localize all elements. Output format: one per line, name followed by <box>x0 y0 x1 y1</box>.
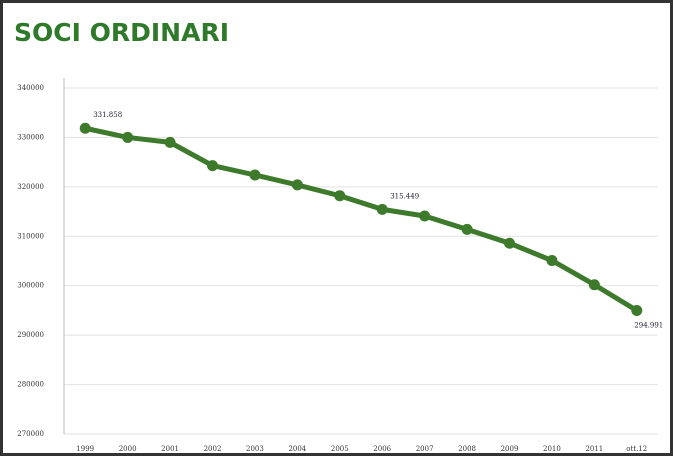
x-tick-label: 2008 <box>458 445 476 453</box>
point <box>122 131 134 143</box>
line <box>84 125 639 313</box>
x-tick-label: 2007 <box>416 445 434 453</box>
point <box>504 237 515 249</box>
point <box>291 179 303 191</box>
point <box>546 255 558 267</box>
chart-title: SOCI ORDINARI <box>14 18 229 47</box>
x-tick-label: 2010 <box>543 445 561 453</box>
point <box>79 122 91 134</box>
x-tick-label: 2004 <box>288 445 306 453</box>
point <box>631 304 643 316</box>
y-tick-label: 280000 <box>17 381 44 389</box>
point <box>461 223 473 235</box>
point <box>419 210 431 222</box>
x-tick-label: 2011 <box>585 445 603 453</box>
point <box>249 169 261 181</box>
point <box>164 136 176 148</box>
x-tick-label: 2000 <box>119 445 137 453</box>
x-tick-label: ott.12 <box>626 445 647 453</box>
x-tick-label: 2006 <box>373 445 391 453</box>
y-tick-label: 330000 <box>17 133 44 141</box>
point <box>334 190 346 202</box>
y-tick-label: 340000 <box>17 84 44 92</box>
value-label: 315.449 <box>390 192 419 200</box>
x-tick-label: 1999 <box>76 445 94 453</box>
y-tick-label: 270000 <box>17 430 44 438</box>
y-tick-label: 290000 <box>17 331 44 339</box>
y-tick-label: 310000 <box>17 232 44 240</box>
value-label: 294.991 <box>634 321 663 329</box>
x-tick-label: 2002 <box>204 445 222 453</box>
point <box>207 160 218 172</box>
x-tick-label: 2003 <box>246 445 264 453</box>
x-tick-label: 2009 <box>501 445 519 453</box>
point <box>588 279 600 291</box>
value-label: 331.858 <box>93 111 122 119</box>
y-tick-label: 320000 <box>17 183 44 191</box>
point <box>376 203 388 215</box>
y-tick-label: 300000 <box>17 282 44 290</box>
x-tick-label: 2005 <box>331 445 349 453</box>
x-tick-label: 2001 <box>161 445 179 453</box>
